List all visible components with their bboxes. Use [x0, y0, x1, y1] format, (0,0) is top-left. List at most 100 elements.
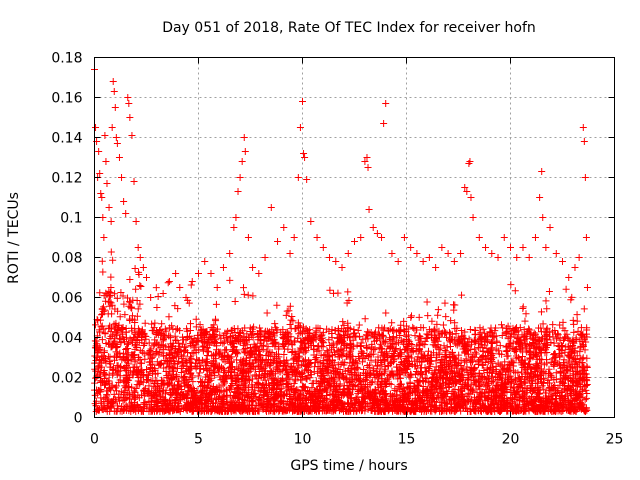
data-point: [499, 324, 507, 332]
data-point: [164, 279, 172, 287]
data-point: [407, 314, 415, 322]
data-point: [131, 265, 139, 273]
data-point: [580, 305, 588, 313]
data-point: [110, 320, 118, 328]
data-point: [240, 290, 248, 298]
data-point: [511, 287, 519, 295]
data-point: [488, 340, 496, 348]
data-point: [273, 301, 281, 309]
data-point: [552, 375, 560, 383]
data-point: [495, 350, 503, 358]
data-point: [226, 276, 234, 284]
data-point: [334, 289, 342, 297]
data-point: [423, 298, 431, 306]
data-point: [434, 311, 442, 319]
data-point: [152, 349, 160, 357]
data-point: [263, 309, 271, 317]
data-point: [542, 297, 550, 305]
data-point: [288, 349, 296, 357]
data-point: [92, 321, 100, 329]
data-point: [378, 345, 386, 353]
data-point: [100, 347, 108, 355]
data-point: [282, 311, 290, 319]
data-point: [186, 320, 194, 328]
data-point: [346, 349, 354, 357]
data-point: [439, 321, 447, 329]
data-point: [519, 303, 527, 311]
data-point: [481, 389, 489, 397]
data-point: [419, 340, 427, 348]
data-point: [211, 315, 219, 323]
data-point: [243, 341, 251, 349]
data-point: [204, 348, 212, 356]
data-point: [388, 319, 396, 327]
data-point: [442, 313, 450, 321]
data-point: [107, 273, 115, 281]
data-point: [543, 305, 551, 313]
data-point: [148, 320, 156, 328]
data-point: [433, 320, 441, 328]
data-point: [136, 282, 144, 290]
data-point: [424, 312, 432, 320]
data-point: [357, 339, 365, 347]
data-point: [573, 311, 581, 319]
data-point: [285, 307, 293, 315]
data-point: [107, 284, 115, 292]
data-point: [415, 313, 423, 321]
data-point: [363, 328, 371, 336]
data-point: [569, 316, 577, 324]
data-point: [545, 365, 553, 373]
data-point: [537, 308, 545, 316]
chart-title: Day 051 of 2018, Rate Of TEC Index for r…: [162, 20, 536, 36]
data-point: [412, 367, 420, 375]
data-point: [151, 319, 159, 327]
data-point: [258, 342, 266, 350]
data-point: [573, 317, 581, 325]
data-point: [408, 312, 416, 320]
data-point: [126, 275, 134, 283]
data-point: [427, 328, 435, 336]
data-point: [507, 281, 515, 289]
data-point: [546, 370, 554, 378]
data-point: [409, 323, 417, 331]
data-point: [339, 318, 347, 326]
data-point: [145, 371, 153, 379]
data-point: [99, 268, 107, 276]
data-point: [192, 315, 200, 323]
data-point: [488, 369, 496, 377]
data-point: [441, 353, 449, 361]
data-point: [354, 326, 362, 334]
data-point: [356, 342, 364, 350]
data-point: [441, 299, 449, 307]
data-point: [196, 369, 204, 377]
data-point: [239, 284, 247, 292]
data-point: [121, 311, 129, 319]
data-point: [283, 387, 291, 395]
data-point: [455, 351, 463, 359]
data-point: [286, 302, 294, 310]
data-point: [412, 362, 420, 370]
data-point: [165, 313, 173, 321]
data-point: [458, 291, 466, 299]
data-point: [518, 368, 526, 376]
data-point: [344, 288, 352, 296]
data-point: [287, 316, 295, 324]
data-point: [471, 345, 479, 353]
data-point: [271, 320, 279, 328]
data-point: [154, 293, 162, 301]
data-point: [107, 248, 115, 256]
data-point: [186, 327, 194, 335]
data-point: [286, 321, 294, 329]
data-point: [473, 389, 481, 397]
data-point: [526, 354, 534, 362]
data-point: [562, 285, 570, 293]
data-point: [326, 286, 334, 294]
data-point: [450, 306, 458, 314]
data-point: [497, 321, 505, 329]
data-point: [328, 326, 336, 334]
points-layer: [91, 66, 591, 415]
data-point: [138, 359, 146, 367]
data-point: [134, 305, 142, 313]
data-point: [522, 310, 530, 318]
